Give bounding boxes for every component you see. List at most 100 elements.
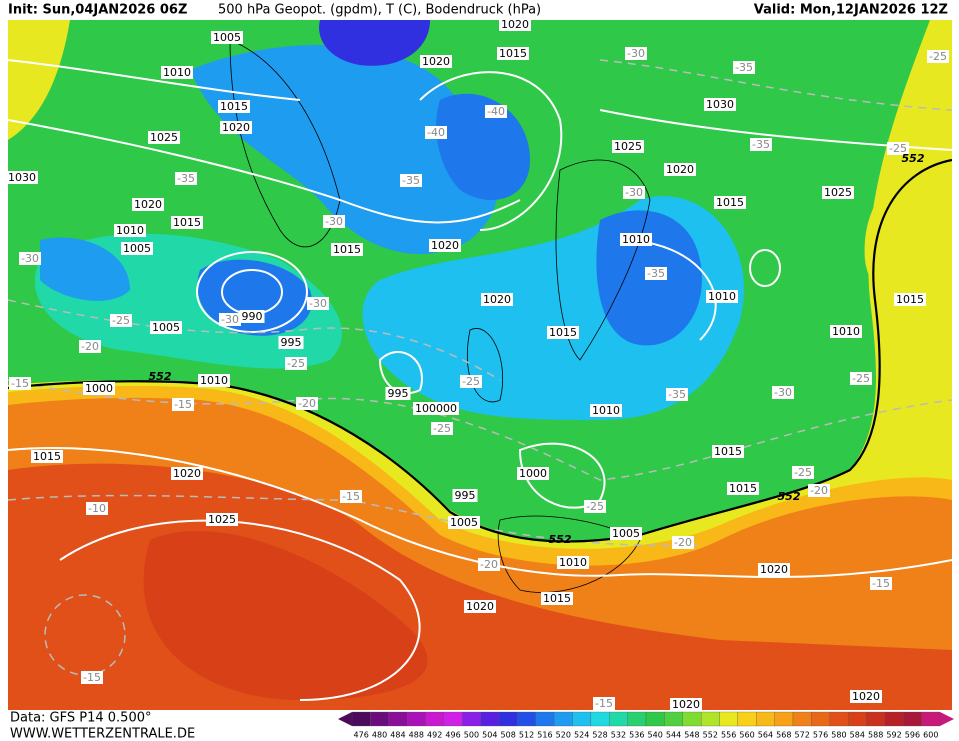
pressure-label: 995	[281, 336, 302, 349]
pressure-label: 1025	[824, 186, 852, 199]
temperature-label: -35	[735, 61, 753, 74]
pressure-label-box	[664, 163, 696, 176]
website: WWW.WETTERZENTRALE.DE	[10, 727, 195, 741]
pressure-label: 1015	[333, 243, 361, 256]
pressure-label: 1025	[150, 131, 178, 144]
pressure-label-box	[218, 100, 250, 113]
colorbar-swatch	[462, 711, 481, 727]
pressure-label-box	[220, 121, 252, 134]
pressure-label: 1005	[152, 321, 180, 334]
temperature-label-box	[870, 577, 892, 590]
pressure-label-box	[171, 216, 203, 229]
colorbar-label: 556	[721, 731, 736, 740]
colorbar-label: 496	[445, 731, 460, 740]
colorbar-swatch	[553, 711, 573, 727]
temperature-label-box	[927, 50, 949, 63]
pressure-label-box	[8, 171, 38, 184]
temperature-label-box	[400, 174, 422, 187]
pressure-label: 1020	[431, 239, 459, 252]
pressure-label-box	[198, 374, 230, 387]
pressure-label: 1015	[729, 482, 757, 495]
pressure-label-box	[620, 233, 652, 246]
pressure-label-box	[148, 131, 180, 144]
init-time: Init: Sun,04JAN2026 06Z	[8, 3, 187, 18]
pressure-label: 1020	[173, 467, 201, 480]
colorbar-label: 568	[776, 731, 791, 740]
temperature-label-box	[623, 186, 645, 199]
temperature-label: -25	[287, 357, 305, 370]
colorbar-label: 516	[537, 731, 552, 740]
pressure-label-box	[704, 98, 736, 111]
temperature-label: -20	[810, 484, 828, 497]
colorbar-swatch	[609, 711, 628, 727]
temperature-label-box	[323, 215, 345, 228]
cold-core	[319, 20, 430, 66]
temperature-label-box	[307, 297, 329, 310]
pressure-label: 1030	[706, 98, 734, 111]
isobars	[8, 59, 952, 701]
temperature-label-box	[666, 388, 688, 401]
temperature-label: -20	[81, 340, 99, 353]
pressure-label-box	[31, 450, 63, 463]
pressure-label: 1015	[549, 326, 577, 339]
colorbar-label: 480	[372, 731, 387, 740]
pressure-label: 1020	[222, 121, 250, 134]
colorbar-label: 552	[703, 731, 718, 740]
temperature-label-box	[645, 267, 667, 280]
colorbar-swatch	[535, 711, 555, 727]
pressure-label-box	[420, 55, 452, 68]
pressure-label-box	[448, 516, 480, 529]
colorbar-swatch	[921, 711, 941, 727]
colorbar-label: 592	[886, 731, 901, 740]
pressure-label: 1005	[450, 516, 478, 529]
temperature-label: -15	[595, 697, 613, 710]
pressure-label-box	[758, 563, 790, 576]
temperature-label-box	[808, 484, 830, 497]
pressure-label-box	[541, 592, 573, 605]
colorbar-swatch	[351, 711, 371, 727]
temperature-label: -35	[668, 388, 686, 401]
temperature-label: -25	[852, 372, 870, 385]
pressure-label: 1010	[708, 290, 736, 303]
temperature-label-box	[172, 398, 194, 411]
pressure-label: 1030	[8, 171, 36, 184]
colorbar-label: 504	[482, 731, 497, 740]
temperature-label-box	[79, 340, 101, 353]
colorbar-label: 588	[868, 731, 883, 740]
temperature-label-box	[887, 142, 909, 155]
colorbar-label: 584	[850, 731, 865, 740]
temperature-label: -25	[112, 314, 130, 327]
colorbar-label: 600	[923, 731, 938, 740]
pressure-label: 1010	[832, 325, 860, 338]
pressure-label-box	[278, 336, 304, 349]
colorbar-swatch	[884, 711, 904, 727]
pressure-label: 1010	[163, 66, 191, 79]
pressure-label-box	[114, 224, 146, 237]
pressure-label-box	[727, 482, 759, 495]
colorbar-label: 476	[354, 731, 369, 740]
pressure-label: 1015	[173, 216, 201, 229]
temperature-label-box	[285, 357, 307, 370]
colorbar-swatch	[756, 711, 775, 727]
pressure-label-box	[850, 690, 882, 703]
temperature-label: -20	[674, 536, 692, 549]
pressure-label-box	[712, 445, 744, 458]
pressure-label: 1020	[134, 198, 162, 211]
pressure-label: 1015	[896, 293, 924, 306]
pressure-label: 1020	[483, 293, 511, 306]
colorbar: 476 480 484 488 492 496 500 504 508 512 516 520 524 5…	[338, 711, 954, 740]
colorbar-swatch	[572, 711, 592, 727]
pressure-label: 1015	[543, 592, 571, 605]
pressure-label: 1020	[501, 18, 529, 31]
colorbar-label: 536	[629, 731, 644, 740]
temperature-label: -35	[177, 172, 195, 185]
colorbar-label: 500	[464, 731, 479, 740]
pressure-label-box	[670, 698, 702, 710]
pressure-label-box	[413, 402, 459, 415]
colorbar-label: 576	[813, 731, 828, 740]
temperature-label: -25	[794, 466, 812, 479]
colorbar-label: 524	[574, 731, 589, 740]
temperature-label-box	[431, 422, 453, 435]
temperature-label: -40	[427, 126, 445, 139]
temperature-label-box	[593, 697, 615, 710]
